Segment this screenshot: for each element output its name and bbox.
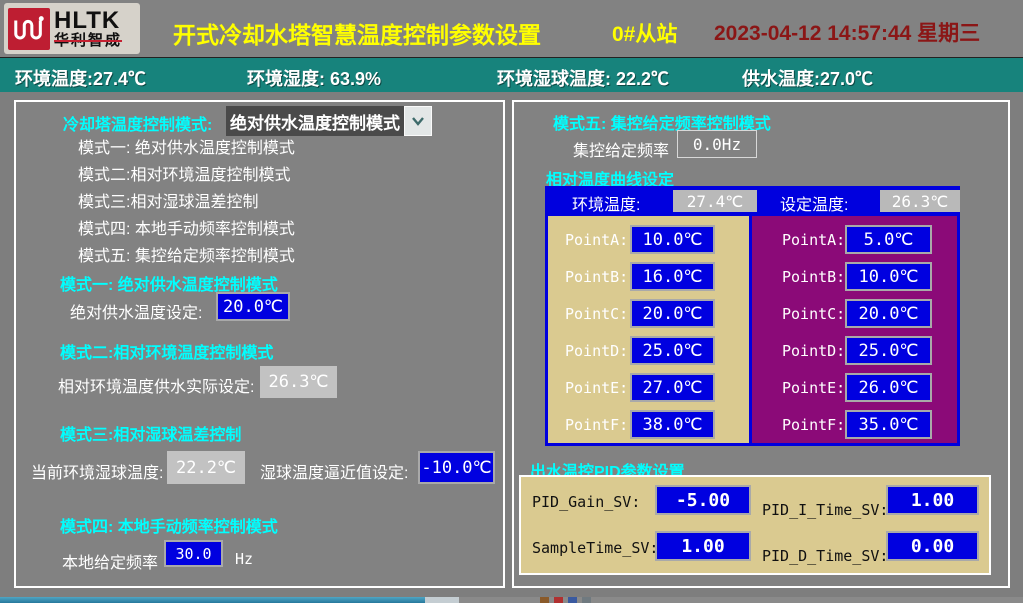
env-point-e-input[interactable]: 27.0℃ (630, 373, 715, 402)
mode4-field-label: 本地给定频率 (62, 555, 159, 572)
point-label: PointA: (782, 230, 846, 249)
curve-set-label: 设定温度: (780, 197, 849, 214)
mode-list-item-3: 模式三:相对湿球温差控制 (78, 194, 259, 211)
point-label: PointE: (782, 378, 846, 397)
curve-env-label: 环境温度: (572, 197, 641, 214)
taskbar-icon[interactable] (540, 597, 549, 603)
mode-list-item-5: 模式五: 集控给定频率控制模式 (78, 248, 295, 265)
set-point-f-input[interactable]: 35.0℃ (845, 410, 932, 439)
mode3-heading: 模式三:相对湿球温差控制 (60, 427, 242, 444)
mode3-field2-label: 湿球温度逼近值设定: (260, 465, 409, 482)
env-point-b-input[interactable]: 16.0℃ (630, 262, 715, 291)
mode-select-label: 冷却塔温度控制模式: (63, 117, 213, 134)
mode2-heading: 模式二:相对环境温度控制模式 (60, 345, 274, 362)
ambient-temp-readout: 环境温度:27.4℃ (15, 69, 147, 89)
set-point-e-input[interactable]: 26.0℃ (845, 373, 932, 402)
taskbar-icon[interactable] (554, 597, 563, 603)
taskbar-icon[interactable] (568, 597, 577, 603)
control-mode-selected: 绝对供水温度控制模式 (226, 106, 404, 136)
local-frequency-setpoint-input[interactable]: 30.0 (164, 540, 223, 567)
point-label: PointE: (565, 378, 629, 397)
curve-table-body: PointA: 10.0℃ PointB: 16.0℃ PointC: 20.0… (548, 216, 957, 443)
header-bar: HLTK 华利智成 开式冷却水塔智慧温度控制参数设置 0#从站 2023-04-… (0, 0, 1023, 57)
point-label: PointB: (782, 267, 846, 286)
datetime-display: 2023-04-12 14:57:44 星期三 (714, 22, 981, 45)
point-label: PointA: (565, 230, 629, 249)
frequency-unit-label: Hz (235, 550, 254, 568)
point-label: PointC: (782, 304, 846, 323)
mode4-heading: 模式四: 本地手动频率控制模式 (60, 519, 278, 536)
set-point-b-input[interactable]: 10.0℃ (845, 262, 932, 291)
left-panel: 冷却塔温度控制模式: 绝对供水温度控制模式 模式一: 绝对供水温度控制模式 模式… (14, 100, 505, 588)
mode3-field1-label: 当前环境湿球温度: (31, 465, 164, 482)
relative-temp-curve-table: 环境温度: 27.4℃ 设定温度: 26.3℃ PointA: 10.0℃ Po… (545, 186, 960, 446)
taskbar-button[interactable] (425, 597, 459, 603)
pid-i-time-label: PID_I_Time_SV: (762, 501, 889, 519)
point-label: PointD: (565, 341, 629, 360)
mode1-heading: 模式一: 绝对供水温度控制模式 (60, 277, 278, 294)
env-point-f-input[interactable]: 38.0℃ (630, 410, 715, 439)
env-point-c-input[interactable]: 20.0℃ (630, 299, 715, 328)
set-point-d-input[interactable]: 25.0℃ (845, 336, 932, 365)
mode-list: 模式一: 绝对供水温度控制模式 模式二:相对环境温度控制模式 模式三:相对湿球温… (78, 135, 295, 270)
mode5-heading: 模式五: 集控给定频率控制模式 (553, 116, 771, 133)
ambient-humidity-readout: 环境湿度: 63.9% (247, 69, 382, 89)
taskbar-icon[interactable] (582, 597, 591, 603)
env-point-a-input[interactable]: 10.0℃ (630, 225, 715, 254)
point-label: PointC: (565, 304, 629, 323)
wetbulb-temp-readout: 环境湿球温度: 22.2℃ (497, 69, 670, 89)
point-label: PointF: (565, 415, 629, 434)
control-mode-dropdown[interactable]: 绝对供水温度控制模式 (226, 106, 432, 136)
taskbar-strip[interactable] (0, 597, 1023, 603)
sample-time-label: SampleTime_SV: (532, 539, 659, 557)
wetbulb-current-temp-readout: 22.2℃ (167, 451, 245, 484)
right-panel: 模式五: 集控给定频率控制模式 集控给定频率 0.0Hz 相对温度曲线设定 环境… (512, 100, 1010, 588)
set-point-a-input[interactable]: 5.0℃ (845, 225, 932, 254)
brand-name-cn: 华利智成 (54, 32, 123, 49)
pid-panel: PID_Gain_SV: -5.00 PID_I_Time_SV: 1.00 S… (519, 475, 991, 575)
curve-set-value-readout: 26.3℃ (880, 190, 960, 212)
mode-list-item-1: 模式一: 绝对供水温度控制模式 (78, 140, 295, 157)
pid-gain-input[interactable]: -5.00 (655, 485, 751, 515)
pid-d-time-input[interactable]: 0.00 (886, 531, 979, 561)
env-points-column: PointA: 10.0℃ PointB: 16.0℃ PointC: 20.0… (548, 216, 749, 443)
pid-d-time-label: PID_D_Time_SV: (762, 547, 889, 565)
station-label: 0#从站 (612, 23, 678, 46)
supply-water-temp-readout: 供水温度:27.0℃ (742, 69, 874, 89)
mode1-field-label: 绝对供水温度设定: (70, 305, 203, 322)
mode5-field-label: 集控给定频率 (573, 143, 670, 160)
central-frequency-setpoint-readout: 0.0Hz (677, 130, 757, 158)
set-point-c-input[interactable]: 20.0℃ (845, 299, 932, 328)
relative-ambient-actual-setpoint-readout: 26.3℃ (260, 366, 337, 398)
chevron-down-icon[interactable] (404, 106, 432, 136)
set-points-column: PointA: 5.0℃ PointB: 10.0℃ PointC: 20.0℃… (752, 216, 957, 443)
point-label: PointB: (565, 267, 629, 286)
mode2-field-label: 相对环境温度供水实际设定: (58, 379, 255, 396)
taskbar-start-segment[interactable] (0, 597, 425, 603)
page-title: 开式冷却水塔智慧温度控制参数设置 (173, 22, 541, 48)
curve-env-value-readout: 27.4℃ (673, 190, 757, 212)
pid-gain-label: PID_Gain_SV: (532, 493, 641, 511)
sample-time-input[interactable]: 1.00 (655, 531, 751, 561)
status-bar: 环境温度:27.4℃ 环境湿度: 63.9% 环境湿球温度: 22.2℃ 供水温… (0, 57, 1023, 92)
curve-heading: 相对温度曲线设定 (546, 172, 675, 189)
mode-list-item-2: 模式二:相对环境温度控制模式 (78, 167, 291, 184)
supply-temp-setpoint-input[interactable]: 20.0℃ (216, 292, 290, 321)
logo-text: HLTK 华利智成 (54, 7, 123, 49)
coil-icon (8, 7, 50, 50)
point-label: PointD: (782, 341, 846, 360)
point-label: PointF: (782, 415, 846, 434)
brand-name: HLTK (54, 7, 121, 34)
mode-list-item-4: 模式四: 本地手动频率控制模式 (78, 221, 295, 238)
wetbulb-approach-setpoint-input[interactable]: -10.0℃ (418, 451, 495, 484)
pid-i-time-input[interactable]: 1.00 (886, 485, 979, 515)
env-point-d-input[interactable]: 25.0℃ (630, 336, 715, 365)
curve-table-header: 环境温度: 27.4℃ 设定温度: 26.3℃ (545, 186, 960, 216)
logo: HLTK 华利智成 (4, 3, 140, 54)
